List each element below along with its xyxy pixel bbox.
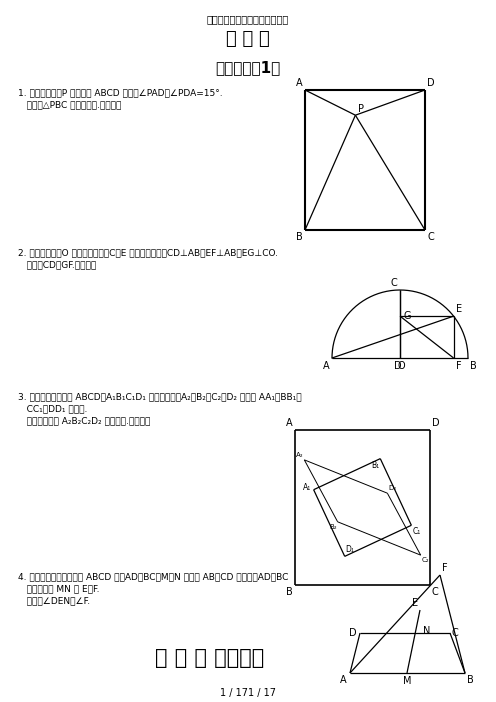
Text: D₂: D₂	[388, 485, 396, 491]
Text: B: B	[296, 232, 303, 242]
Text: 1 / 171 / 17: 1 / 171 / 17	[220, 688, 276, 698]
Text: D₁: D₁	[346, 545, 355, 555]
Text: B: B	[467, 675, 474, 685]
Text: M: M	[403, 676, 411, 686]
Text: C: C	[452, 628, 459, 638]
Text: D: D	[349, 628, 357, 638]
Text: C: C	[427, 232, 434, 242]
Text: C₂: C₂	[422, 557, 430, 563]
Text: CC₁、DD₁ 的中点.: CC₁、DD₁ 的中点.	[18, 404, 87, 413]
Text: 1. 已知：如图，P 是正方形 ABCD 内点，∠PAD＝∠PDA=15°.: 1. 已知：如图，P 是正方形 ABCD 内点，∠PAD＝∠PDA=15°.	[18, 88, 223, 97]
Text: G: G	[403, 311, 411, 321]
Text: D: D	[432, 418, 439, 428]
Text: F: F	[456, 361, 461, 371]
Text: A₁: A₁	[304, 483, 311, 492]
Text: A: A	[340, 675, 347, 685]
Text: D: D	[394, 361, 402, 371]
Text: N: N	[423, 626, 431, 636]
Text: B: B	[470, 361, 477, 371]
Text: A: A	[286, 418, 293, 428]
Text: C: C	[390, 278, 397, 288]
Text: P: P	[359, 104, 365, 114]
Text: 求证：四边形 A₂B₂C₂D₂ 是正方形.（初二）: 求证：四边形 A₂B₂C₂D₂ 是正方形.（初二）	[18, 416, 150, 425]
Text: B₁: B₁	[371, 461, 379, 470]
Text: E: E	[456, 304, 462, 314]
Text: E: E	[412, 598, 418, 608]
Text: A: A	[323, 361, 330, 371]
Text: 初三数学重点难点几何题及答案: 初三数学重点难点几何题及答案	[207, 14, 289, 24]
Text: 经典难题（1）: 经典难题（1）	[215, 60, 281, 75]
Text: B: B	[286, 587, 293, 597]
Text: O: O	[397, 361, 405, 371]
Text: 2. 已知：如图，O 是半圆的圆心，C、E 是圆上的两点，CD⊥AB，EF⊥AB，EG⊥CO.: 2. 已知：如图，O 是半圆的圆心，C、E 是圆上的两点，CD⊥AB，EF⊥AB…	[18, 248, 278, 257]
Text: 3. 如图，已知四边形 ABCD、A₁B₁C₁D₁ 都是正方形，A₂、B₂、C₂、D₂ 分别是 AA₁、BB₁、: 3. 如图，已知四边形 ABCD、A₁B₁C₁D₁ 都是正方形，A₂、B₂、C₂…	[18, 392, 302, 401]
Text: C₁: C₁	[412, 527, 421, 536]
Text: 求证：△PBC 是正三角形.（初二）: 求证：△PBC 是正三角形.（初二）	[18, 100, 122, 109]
Text: 求证：CD＝GF.（初二）: 求证：CD＝GF.（初二）	[18, 260, 96, 269]
Text: 经 典 难 题（二）: 经 典 难 题（二）	[155, 648, 264, 668]
Text: 求证：∠DEN＝∠F.: 求证：∠DEN＝∠F.	[18, 596, 90, 605]
Text: 压 轴 题: 压 轴 题	[226, 30, 270, 48]
Text: F: F	[442, 563, 447, 573]
Text: D: D	[427, 78, 434, 88]
Text: 4. 已知：如图，在四边形 ABCD 中，AD＝BC，M、N 分别是 AB、CD 的中点，AD、BC: 4. 已知：如图，在四边形 ABCD 中，AD＝BC，M、N 分别是 AB、CD…	[18, 572, 288, 581]
Text: 的延长线交 MN 于 E、F.: 的延长线交 MN 于 E、F.	[18, 584, 100, 593]
Text: C: C	[432, 587, 439, 597]
Text: B₂: B₂	[329, 524, 337, 530]
Text: A: A	[297, 78, 303, 88]
Text: A₂: A₂	[296, 452, 304, 458]
